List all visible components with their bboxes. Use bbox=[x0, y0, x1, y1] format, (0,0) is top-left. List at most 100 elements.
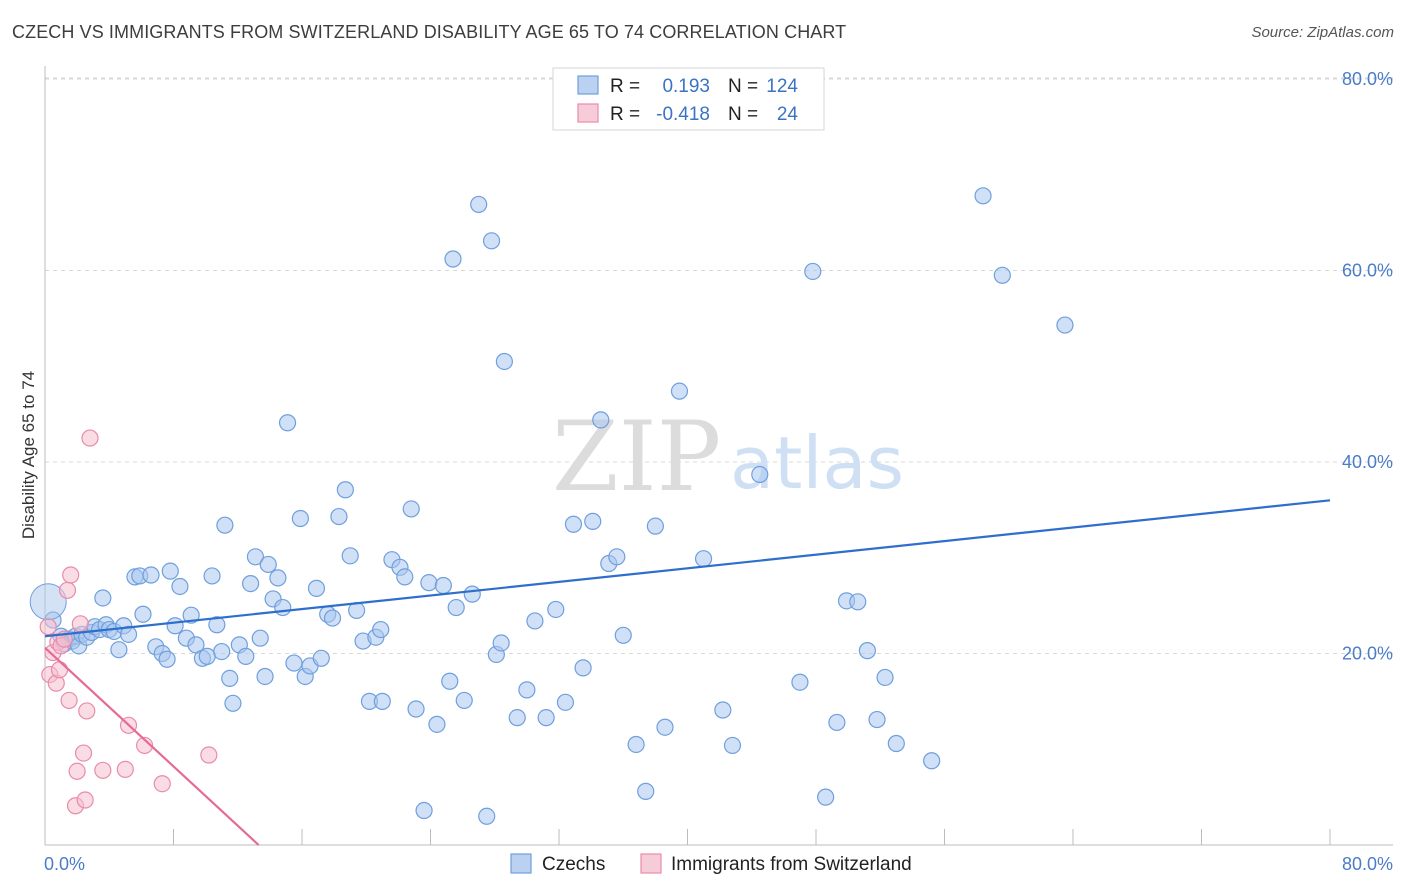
trend-line-czechs bbox=[44, 499, 1331, 638]
legend-swatch-czechs bbox=[577, 75, 599, 95]
x-tick-label-min: 0.0% bbox=[44, 854, 85, 874]
czech-point bbox=[974, 187, 992, 205]
swiss-point bbox=[39, 618, 57, 636]
legend-r-label-2: R = bbox=[610, 104, 640, 125]
czech-point bbox=[858, 642, 877, 660]
czech-point bbox=[216, 516, 234, 534]
legend-swiss-label: Immigrants from Switzerland bbox=[671, 854, 912, 875]
czech-point bbox=[868, 710, 886, 729]
legend-n-value-2: 24 bbox=[777, 104, 799, 125]
stats-legend: R = 0.193 N = 124 R = -0.418 N = 24 bbox=[552, 67, 825, 131]
czech-point bbox=[407, 700, 425, 718]
czech-point bbox=[203, 567, 221, 585]
watermark-atlas: atlas bbox=[730, 421, 904, 505]
swiss-point bbox=[62, 566, 80, 584]
swiss-point bbox=[94, 761, 112, 779]
swiss-point bbox=[200, 746, 218, 764]
czech-point bbox=[237, 647, 255, 665]
czech-point bbox=[470, 195, 488, 214]
czech-point bbox=[224, 694, 242, 712]
swiss-point bbox=[78, 702, 96, 720]
czech-point bbox=[182, 606, 200, 624]
swiss-point bbox=[153, 775, 171, 793]
czech-point bbox=[556, 693, 575, 711]
czech-point bbox=[323, 609, 342, 627]
czech-point bbox=[242, 575, 260, 593]
legend-swatch-czechs-bottom bbox=[510, 853, 532, 874]
czech-point bbox=[166, 617, 184, 635]
czech-point bbox=[330, 507, 348, 526]
czech-point bbox=[246, 548, 265, 566]
czech-point bbox=[828, 713, 846, 732]
y-tick-label: 80.0% bbox=[1342, 69, 1393, 89]
swiss-point bbox=[76, 791, 94, 809]
czech-point bbox=[94, 589, 112, 607]
czech-point bbox=[463, 585, 481, 603]
swiss-point bbox=[68, 762, 86, 780]
tick-labels: 20.0% 40.0% 60.0% 80.0% 0.0% 80.0% bbox=[44, 69, 1393, 874]
legend-czechs-label: Czechs bbox=[542, 854, 605, 875]
czech-point bbox=[372, 620, 390, 639]
legend-r-value-2: -0.418 bbox=[656, 104, 710, 125]
czech-point bbox=[312, 649, 330, 667]
czech-point bbox=[251, 629, 269, 647]
czech-point bbox=[637, 782, 655, 800]
czech-point bbox=[547, 600, 565, 619]
chart-title: CZECH VS IMMIGRANTS FROM SWITZERLAND DIS… bbox=[12, 22, 847, 42]
czech-point bbox=[495, 352, 513, 371]
czech-point bbox=[447, 598, 465, 617]
czech-point bbox=[887, 734, 905, 753]
czech-point bbox=[198, 647, 216, 665]
czech-point bbox=[336, 481, 354, 499]
czech-point bbox=[213, 642, 231, 661]
czech-point bbox=[993, 266, 1011, 284]
trend-line-swiss bbox=[44, 646, 260, 846]
czech-point bbox=[656, 718, 674, 736]
czech-point bbox=[420, 574, 438, 592]
czech-point bbox=[455, 691, 473, 710]
czech-point bbox=[508, 709, 526, 727]
czech-point bbox=[791, 673, 809, 691]
czech-point bbox=[670, 382, 689, 400]
czech-point bbox=[259, 555, 277, 574]
czech-point bbox=[134, 605, 152, 623]
swiss-point bbox=[58, 581, 77, 599]
watermark: ZIP atlas bbox=[552, 401, 904, 513]
legend-swatch-swiss-bottom bbox=[640, 853, 662, 874]
czech-point bbox=[849, 593, 867, 611]
czech-point bbox=[564, 515, 583, 533]
y-tick-label: 40.0% bbox=[1342, 452, 1393, 472]
czech-point bbox=[537, 709, 555, 727]
czech-point bbox=[158, 650, 176, 668]
chart-source: Source: ZipAtlas.com bbox=[1251, 24, 1394, 41]
trend-lines bbox=[44, 499, 1331, 846]
czech-point bbox=[373, 692, 391, 710]
czech-point bbox=[817, 788, 835, 806]
legend-r-label-1: R = bbox=[610, 76, 640, 97]
czech-point bbox=[627, 735, 645, 754]
swiss-points bbox=[39, 429, 218, 815]
czech-point bbox=[592, 411, 610, 429]
watermark-zip: ZIP bbox=[552, 401, 721, 513]
czech-point bbox=[646, 517, 664, 535]
czech-point bbox=[584, 512, 602, 530]
czech-point bbox=[482, 232, 501, 250]
czech-point bbox=[142, 566, 160, 584]
czech-point bbox=[274, 598, 292, 617]
czech-point bbox=[256, 667, 274, 686]
czech-point bbox=[171, 577, 189, 596]
legend-n-label-1: N = bbox=[728, 76, 758, 97]
y-axis-label: Disability Age 65 to 74 bbox=[19, 371, 38, 539]
swiss-point bbox=[71, 615, 89, 633]
czech-point bbox=[307, 579, 326, 597]
czech-point bbox=[285, 654, 303, 672]
czech-point bbox=[110, 641, 128, 659]
legend-r-value-1: 0.193 bbox=[662, 76, 710, 97]
czech-points bbox=[29, 187, 1074, 825]
czech-point bbox=[751, 465, 769, 484]
czech-point bbox=[614, 626, 632, 644]
y-tick-label: 60.0% bbox=[1342, 261, 1393, 281]
swiss-point bbox=[116, 760, 134, 778]
swiss-point bbox=[60, 691, 78, 710]
